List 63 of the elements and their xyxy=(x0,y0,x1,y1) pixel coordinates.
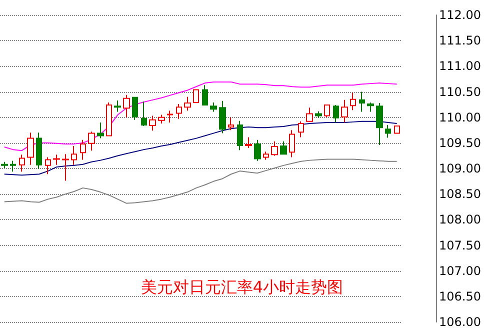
candlestick xyxy=(210,102,217,112)
candlestick xyxy=(341,99,348,123)
candlestick xyxy=(53,154,60,166)
candlestick xyxy=(158,114,165,124)
y-tick-label: 112.00 xyxy=(439,8,482,22)
candlestick xyxy=(324,104,330,118)
candlestick xyxy=(1,161,8,168)
candlestick xyxy=(167,110,173,123)
y-tick-label: 107.00 xyxy=(439,264,482,278)
candlestick xyxy=(97,122,104,139)
candlestick xyxy=(306,107,313,122)
candlestick xyxy=(202,84,208,106)
candlestick xyxy=(289,130,295,158)
candlestick xyxy=(27,132,34,166)
y-tick-label: 111.50 xyxy=(439,34,482,48)
candlestick xyxy=(176,104,182,120)
candlestick xyxy=(228,116,234,131)
candlestick xyxy=(245,136,252,149)
y-tick-label: 110.50 xyxy=(439,84,482,99)
y-tick-label: 109.00 xyxy=(439,162,482,176)
y-tick-label: 110.00 xyxy=(439,110,482,124)
candlestick xyxy=(237,120,243,151)
candlestick xyxy=(280,140,287,155)
candlestick xyxy=(333,104,339,123)
candlestick xyxy=(359,91,365,112)
y-tick-label: 106.00 xyxy=(439,315,482,329)
y-tick-label: 111.00 xyxy=(439,59,482,74)
candlestick xyxy=(62,154,69,182)
y-tick-label: 108.00 xyxy=(439,212,482,227)
candlestick xyxy=(114,100,121,112)
y-tick-label: 108.50 xyxy=(439,187,482,202)
candlestick xyxy=(254,139,261,162)
candlestick xyxy=(10,160,16,172)
line-series xyxy=(4,120,398,176)
candlestick xyxy=(80,139,86,160)
candlestick xyxy=(385,124,391,138)
candlestick xyxy=(36,132,42,170)
y-tick-label: 107.50 xyxy=(439,238,482,252)
candlestick xyxy=(184,96,191,112)
candlestick xyxy=(315,110,322,118)
candlestick xyxy=(88,131,95,152)
candlestick xyxy=(219,100,226,134)
candlestick xyxy=(106,102,112,136)
candlestick xyxy=(367,102,374,112)
line-series xyxy=(4,82,398,152)
candlestick xyxy=(132,96,138,120)
candlestick xyxy=(394,126,400,134)
candlestick xyxy=(141,100,147,127)
y-tick-label: 106.50 xyxy=(439,289,482,304)
candlestick xyxy=(376,102,383,146)
candlestick xyxy=(123,94,130,118)
line-series xyxy=(4,158,398,204)
candlestick xyxy=(45,156,51,175)
y-tick-label: 109.50 xyxy=(439,136,482,150)
candlestick xyxy=(149,115,156,132)
candlestick xyxy=(350,92,356,111)
candlestick xyxy=(19,154,25,172)
candlestick xyxy=(271,140,278,156)
candlestick xyxy=(193,88,199,103)
candlestick xyxy=(71,145,77,166)
candlestick xyxy=(298,120,304,138)
text: 美元对日元汇率4小时走势图 xyxy=(140,278,344,296)
candlestick xyxy=(263,151,269,160)
